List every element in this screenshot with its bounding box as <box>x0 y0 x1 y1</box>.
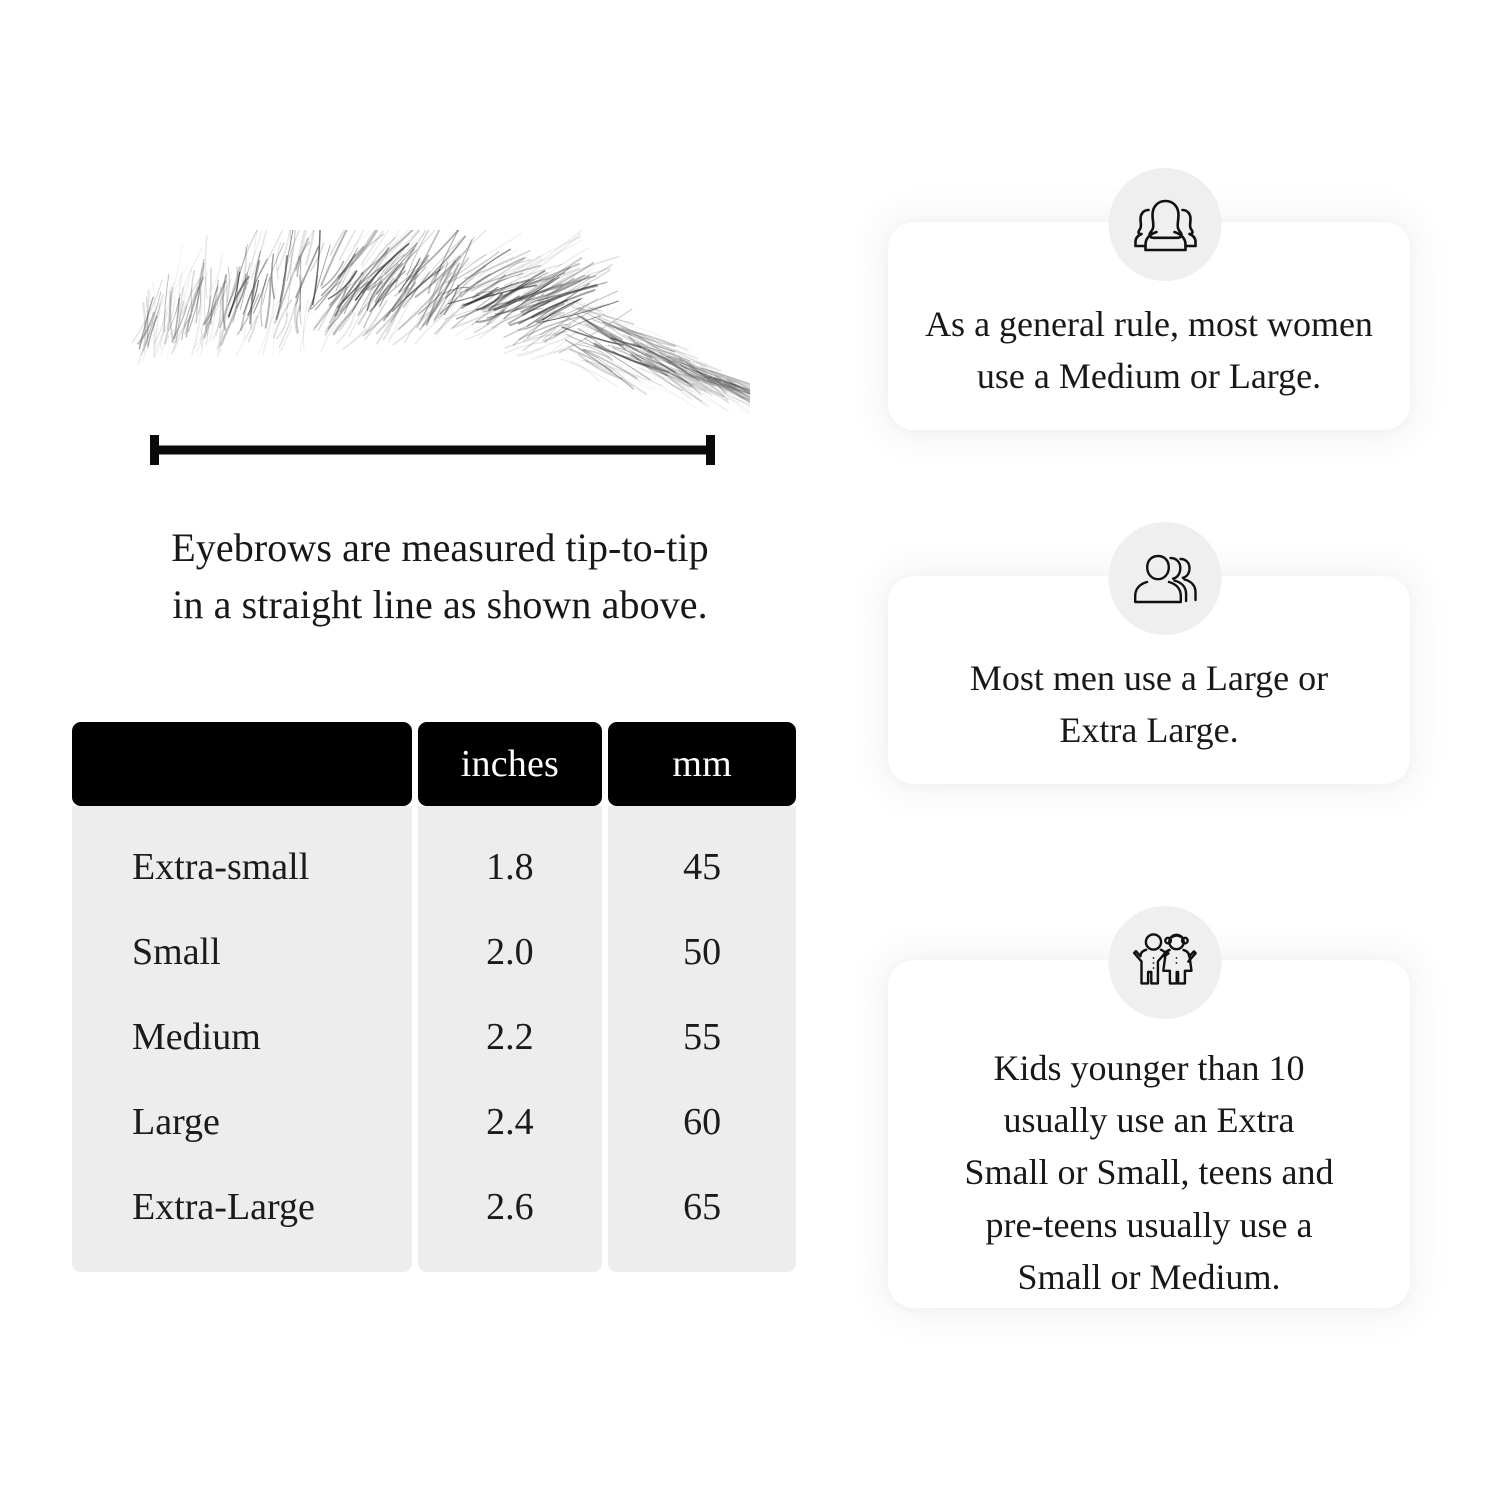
card-text-line: use a Medium or Large. <box>976 356 1322 397</box>
table-cell-mm: 55 <box>683 1015 722 1058</box>
card-text-line: Small or Medium. <box>1017 1256 1281 1297</box>
guidance-cards-panel: As a general rule, most women use a Medi… <box>830 0 1500 1500</box>
table-cell-mm: 65 <box>683 1185 722 1228</box>
table-column-mm: mm 45 50 55 60 65 <box>608 722 796 1272</box>
table-column-inches: inches 1.8 2.0 2.2 2.4 2.6 <box>417 722 603 1272</box>
size-chart-table: Extra-small Small Medium Large Extra-Lar… <box>72 722 796 1272</box>
table-body-size: Extra-small Small Medium Large Extra-Lar… <box>72 806 412 1272</box>
kids-icon <box>1108 906 1222 1019</box>
table-cell-inches: 2.0 <box>486 930 534 973</box>
left-panel: Eyebrows are measured tip-to-tip in a st… <box>72 230 796 1272</box>
table-cell-mm: 60 <box>683 1100 722 1143</box>
men-group-icon <box>1108 522 1222 635</box>
card-text-line: usually use an Extra <box>1003 1100 1295 1141</box>
card-text-line: Extra Large. <box>1059 710 1239 751</box>
table-row: Extra-small <box>132 845 310 888</box>
card-text-line: Small or Small, teens and <box>964 1152 1334 1193</box>
measurement-caption: Eyebrows are measured tip-to-tip in a st… <box>100 520 780 634</box>
table-cell-mm: 50 <box>683 930 722 973</box>
card-text-line: Kids younger than 10 <box>993 1048 1305 1088</box>
table-cell-inches: 2.4 <box>486 1100 534 1143</box>
table-cell-inches: 2.6 <box>486 1185 534 1228</box>
guidance-card-kids-text: Kids younger than 10 usually use an Extr… <box>888 1042 1410 1303</box>
table-column-size: Extra-small Small Medium Large Extra-Lar… <box>72 722 412 1272</box>
table-cell-inches: 2.2 <box>486 1015 534 1058</box>
guidance-card-men-text: Most men use a Large or Extra Large. <box>888 652 1410 756</box>
card-text-line: pre-teens usually use a <box>985 1204 1313 1245</box>
table-row: Small <box>132 930 221 973</box>
table-cell-mm: 45 <box>683 845 722 888</box>
women-group-icon <box>1108 168 1222 281</box>
table-row: Medium <box>132 1015 261 1058</box>
guidance-card-women-text: As a general rule, most women use a Medi… <box>888 298 1410 402</box>
tip-to-tip-measurement-bar <box>150 432 715 468</box>
table-header-inches: inches <box>417 722 603 806</box>
table-cell-inches: 1.8 <box>486 845 534 888</box>
table-header-size <box>72 722 412 806</box>
card-text-line: As a general rule, most women <box>925 304 1373 344</box>
table-header-mm: mm <box>608 722 796 806</box>
table-body-mm: 45 50 55 60 65 <box>608 806 796 1272</box>
table-body-inches: 1.8 2.0 2.2 2.4 2.6 <box>417 806 603 1272</box>
caption-line-2: in a straight line as shown above. <box>172 581 708 627</box>
card-text-line: Most men use a Large or <box>969 658 1329 698</box>
eyebrow-illustration <box>110 230 750 470</box>
table-row: Extra-Large <box>132 1185 315 1228</box>
caption-line-1: Eyebrows are measured tip-to-tip <box>171 525 709 570</box>
guidance-card-kids: Kids younger than 10 usually use an Extr… <box>888 960 1410 1308</box>
table-row: Large <box>132 1100 220 1143</box>
